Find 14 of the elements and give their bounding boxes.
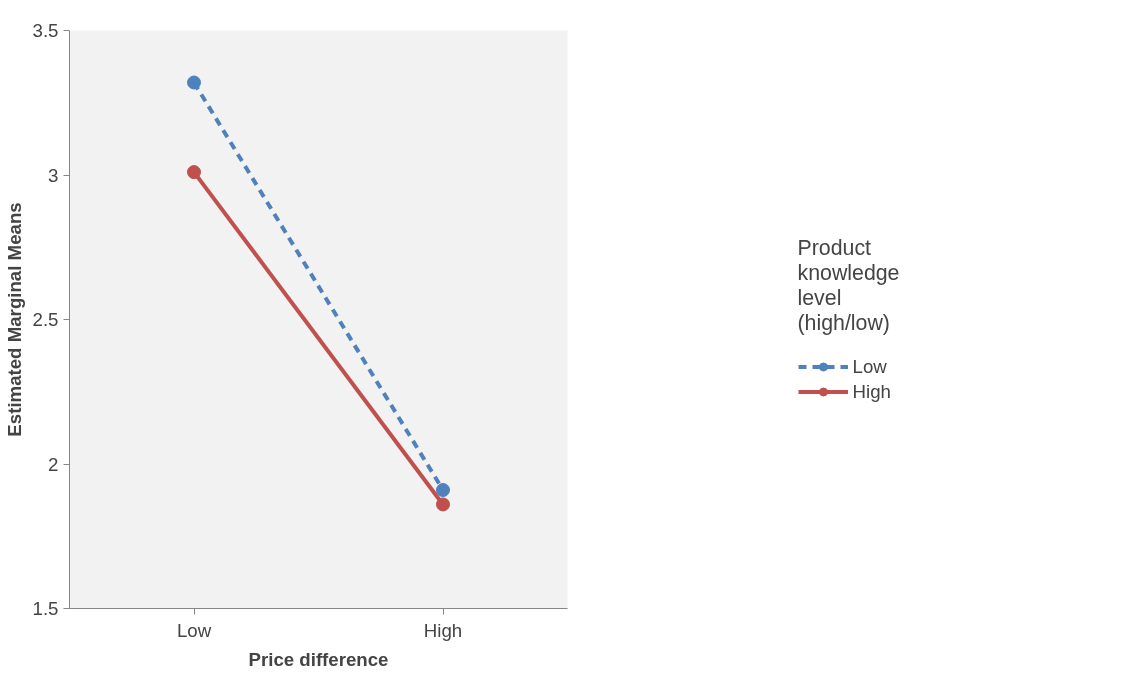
point	[187, 75, 201, 90]
y-axis-title: Estimated Marginal Means	[3, 202, 25, 437]
point	[436, 483, 450, 497]
point	[436, 497, 450, 512]
y-tick-label: 3	[48, 164, 59, 186]
x-axis-title: Price difference	[248, 648, 389, 670]
y-tick-label: 2.5	[32, 309, 59, 330]
point	[187, 165, 201, 180]
legend-label: High	[852, 380, 891, 403]
y-tick-label: 3.5	[32, 20, 59, 41]
y-tick-label: 1.5	[32, 598, 59, 619]
legend-title: Product knowledge level (high/low)	[797, 235, 900, 336]
legend-label: Low	[852, 355, 887, 378]
y-tick-label: 2	[48, 453, 59, 475]
